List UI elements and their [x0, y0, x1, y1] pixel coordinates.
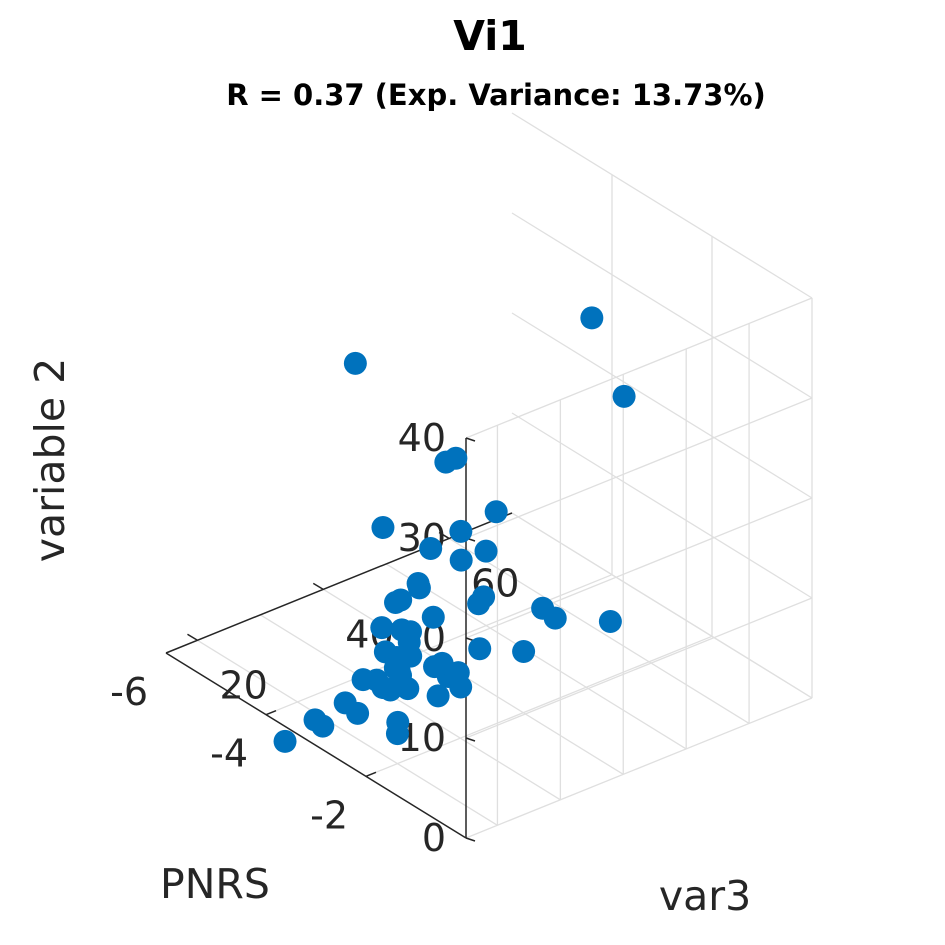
data-points: [273, 306, 636, 753]
z-axis-label: variable 2: [26, 358, 74, 563]
tick-labels: 0 10 20 30 40 -2 -4 -6 20 40 60: [110, 416, 519, 860]
data-point: [390, 618, 414, 642]
data-point: [543, 606, 567, 630]
data-point: [449, 548, 473, 572]
y-tick-label: -2: [310, 793, 348, 837]
grid-line: [448, 537, 750, 725]
data-point: [484, 500, 508, 524]
data-point: [434, 450, 458, 474]
data-point: [468, 637, 492, 661]
z-tick-mark: [465, 837, 476, 842]
grid-line: [511, 112, 813, 299]
z-tick-label: 0: [422, 816, 446, 860]
y-tick-mark: [365, 771, 377, 778]
data-point: [351, 668, 375, 692]
data-point: [407, 576, 431, 600]
grid-line: [465, 397, 813, 539]
data-point: [371, 676, 395, 700]
grid-line: [260, 614, 561, 801]
grid-line: [511, 312, 813, 499]
z-tick-label: 40: [398, 416, 446, 460]
grid-line: [511, 212, 813, 399]
data-point: [467, 592, 491, 616]
grid-line: [465, 697, 813, 839]
data-point: [421, 605, 445, 629]
data-point: [343, 351, 367, 375]
x-axis-label: var3: [659, 872, 751, 920]
data-point: [598, 609, 622, 633]
grid-line: [465, 297, 813, 439]
data-point: [474, 539, 498, 563]
y-axis-line: [165, 652, 467, 839]
chart-subtitle: R = 0.37 (Exp. Variance: 13.73%): [226, 78, 766, 112]
data-point: [370, 616, 394, 640]
x-tick-mark: [187, 633, 198, 641]
data-point: [389, 664, 413, 688]
x-tick-mark: [312, 582, 324, 591]
grid-line: [465, 497, 813, 639]
x-tick-mark: [438, 531, 450, 540]
grid-line: [197, 639, 498, 826]
data-point: [386, 710, 410, 734]
data-point: [273, 729, 297, 753]
data-point: [512, 640, 536, 663]
data-point: [311, 714, 335, 738]
grid-line: [511, 412, 813, 599]
grid-line: [385, 563, 687, 750]
data-point: [430, 651, 454, 675]
data-point: [389, 588, 413, 612]
grid-line: [265, 574, 613, 716]
axes: [165, 437, 513, 842]
data-point: [580, 306, 604, 330]
data-point: [419, 536, 443, 560]
x-tick-label: 20: [219, 663, 267, 707]
grid-line: [465, 597, 813, 739]
data-point: [612, 384, 636, 408]
y-axis-label: PNRS: [160, 860, 270, 908]
y-tick-label: -4: [210, 732, 248, 776]
y-tick-mark: [265, 709, 277, 716]
y-tick-label: -6: [110, 670, 148, 714]
data-point: [426, 684, 450, 708]
grid-line: [365, 635, 713, 777]
z-tick-mark: [465, 437, 476, 442]
data-point: [399, 644, 423, 668]
data-point: [449, 519, 473, 543]
data-point: [371, 516, 395, 540]
z-tick-mark: [465, 737, 476, 742]
grid-line: [511, 512, 813, 699]
data-point: [333, 691, 357, 715]
chart-title: Vi1: [453, 12, 527, 60]
